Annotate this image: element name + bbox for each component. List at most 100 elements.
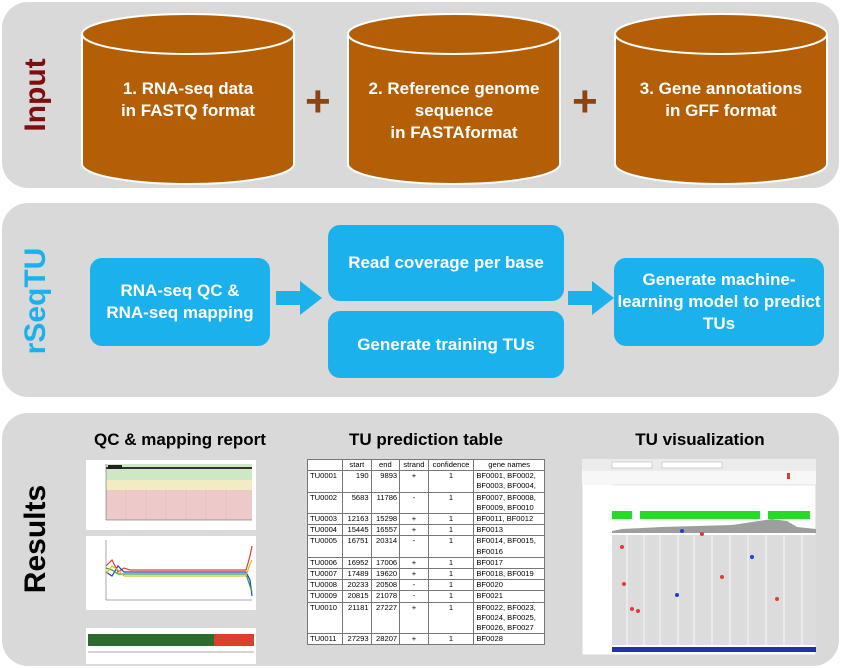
table-cell-genes: BF0013 [473, 524, 545, 537]
tu-visualization-screenshot [582, 459, 816, 655]
table-cell-id: TU0009 [306, 590, 344, 603]
table-row: TU0003 12163 15298 +1 BF0011, BF0012 [306, 513, 545, 526]
table-cell-strand: - [399, 535, 429, 558]
table-cell-start: 5683 [342, 491, 372, 515]
table-cell-conf: 1 [427, 535, 475, 558]
gene-names-line: BF0009, BF0010 [476, 502, 534, 512]
table-cell-id: TU0001 [306, 470, 344, 493]
table-cell-start: 16751 [342, 535, 372, 558]
input-cylinder-gff [614, 13, 828, 185]
table-cell-start: 16952 [342, 556, 372, 570]
table-cell-genes: BF0018, BF0019 [473, 568, 545, 581]
table-cell-end: 20314 [370, 535, 401, 558]
table-cell-end: 15298 [370, 513, 401, 526]
gene-names-line: BF0022, BF0023, [476, 602, 536, 612]
gene-names-line: BF0017 [476, 557, 503, 567]
table-cell-strand: + [399, 633, 429, 646]
table-row: TU0009 20815 21078-1 BF0021 [306, 590, 545, 603]
table-cell-strand: + [399, 601, 429, 635]
table-row: TU0011 27293 28207 +1 BF0028 [306, 633, 545, 646]
table-cell-genes: BF0011, BF0012 [473, 513, 545, 526]
gene-names-line: BF0007, BF0008, [476, 492, 536, 502]
qc-nucleotide-plot [86, 536, 256, 610]
table-cell-strand: - [399, 579, 429, 592]
arrow-training-to-ml [568, 281, 614, 315]
table-cell-genes: BF0007, BF0008, BF0009, BF0010 [473, 491, 545, 515]
table-cell-id: TU0010 [306, 601, 344, 635]
table-cell-id: TU0007 [306, 568, 344, 581]
table-cell-strand: - [399, 491, 429, 515]
gene-names-line: BF0026, BF0027 [476, 623, 534, 633]
input-text-gff: 3. Gene annotations in GFF format [639, 79, 803, 120]
table-header: start [342, 458, 372, 472]
gene-names-line: BF0014, BF0015, [476, 536, 536, 546]
table-cell-strand: + [399, 524, 429, 537]
table-cell-end: 28207 [370, 633, 401, 646]
table-row: TU0007 17489 19620 +1 BF0018, BF0019 [306, 568, 545, 581]
tu-prediction-table: start end strand confidence gene names T… [306, 458, 545, 646]
table-cell-conf: 1 [427, 556, 475, 570]
table-cell-start: 17489 [342, 568, 372, 581]
table-cell-id: TU0006 [306, 556, 344, 570]
gene-names-line: BF0011, BF0012 [476, 514, 534, 524]
table-cell-conf: 1 [427, 470, 475, 493]
table-cell-conf: 1 [427, 601, 475, 635]
gene-names-line: BF0020 [476, 580, 503, 590]
table-cell-id: TU0011 [306, 633, 344, 646]
gene-names-line: BF0003, BF0004, [476, 481, 536, 491]
table-cell-strand: - [399, 590, 429, 603]
gene-names-line: BF0018, BF0019 [476, 569, 534, 579]
table-row: TU0001 190 9893 +1 BF0001, BF0002, BF0003, BF… [306, 470, 545, 493]
table-cell-genes: BF0028 [473, 633, 545, 646]
table-cell-end: 16557 [370, 524, 401, 537]
read-coverage-box: Read coverage per base [328, 225, 564, 301]
table-cell-conf: 1 [427, 568, 475, 581]
gene-names-line: BF0028 [476, 634, 503, 644]
table-cell-end: 19620 [370, 568, 401, 581]
table-cell-strand: + [399, 513, 429, 526]
qc-mapping-box: RNA-seq QC & RNA-seq mapping [90, 258, 270, 346]
table-cell-conf: 1 [427, 633, 475, 646]
table-cell-end: 21078 [370, 590, 401, 603]
table-cell-strand: + [399, 470, 429, 493]
table-header [306, 458, 344, 472]
table-cell-start: 21181 [342, 601, 372, 635]
table-cell-end: 17006 [370, 556, 401, 570]
table-cell-start: 20233 [342, 579, 372, 592]
table-cell-conf: 1 [427, 491, 475, 515]
table-cell-conf: 1 [427, 513, 475, 526]
ml-model-box: Generate machine-learning model to predi… [614, 258, 824, 346]
table-cell-conf: 1 [427, 579, 475, 592]
table-header: confidence [427, 458, 475, 472]
table-cell-genes: BF0001, BF0002, BF0003, BF0004, [473, 470, 545, 493]
table-cell-start: 12163 [342, 513, 372, 526]
gene-names-line: BF0001, BF0002, [476, 471, 536, 481]
table-cell-end: 27227 [370, 601, 401, 635]
table-header-row: start end strand confidence gene names [306, 458, 545, 472]
tu-table-title: TU prediction table [349, 430, 503, 449]
gene-names-line: BF0024, BF0025, [476, 612, 536, 622]
table-cell-genes: BF0021 [473, 590, 545, 603]
qc-report-title: QC & mapping report [94, 430, 266, 449]
gene-names-line: BF0013 [476, 525, 503, 535]
table-cell-conf: 1 [427, 590, 475, 603]
gene-names-line: BF0016 [476, 546, 503, 556]
table-header: gene names [473, 458, 545, 472]
table-cell-genes: BF0020 [473, 579, 545, 592]
input-cylinder-fasta [347, 13, 561, 185]
results-section-label: Results [19, 484, 52, 594]
table-cell-id: TU0005 [306, 535, 344, 558]
qc-mapping-bar [86, 628, 256, 664]
table-cell-start: 27293 [342, 633, 372, 646]
table-cell-id: TU0008 [306, 579, 344, 592]
table-cell-end: 9893 [370, 470, 401, 493]
table-cell-id: TU0002 [306, 491, 344, 515]
table-cell-end: 20508 [370, 579, 401, 592]
qc-quality-plot [86, 460, 256, 530]
table-cell-id: TU0004 [306, 524, 344, 537]
plus-sign-1: + [305, 77, 331, 126]
tu-visualization-title: TU visualization [635, 430, 765, 449]
table-cell-genes: BF0017 [473, 556, 545, 570]
input-cylinder-fastq [81, 13, 295, 185]
table-cell-start: 190 [342, 470, 372, 493]
